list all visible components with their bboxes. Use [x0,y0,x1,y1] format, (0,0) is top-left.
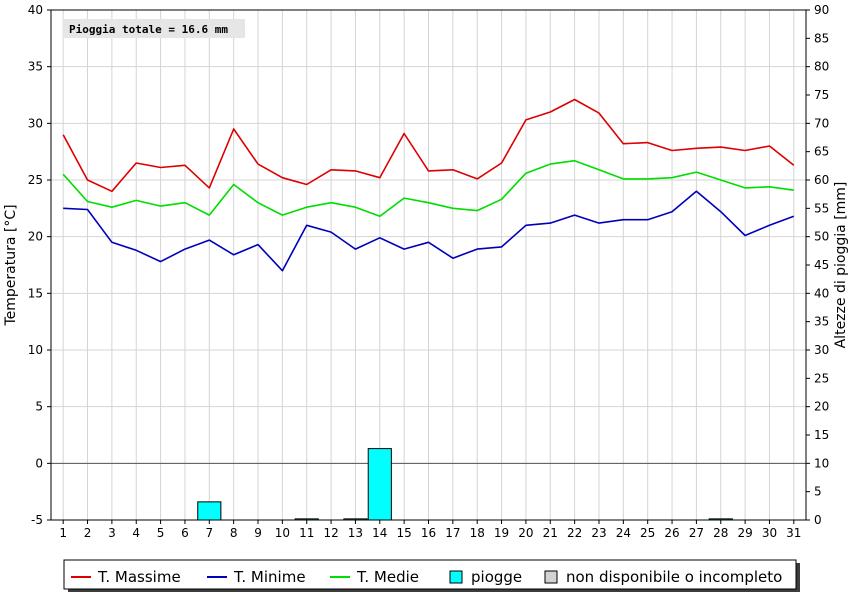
y-left-tick-label: 10 [28,343,43,357]
y-right-tick-label: 70 [814,116,829,130]
x-tick-label: 30 [762,526,777,540]
y-right-tick-label: 35 [814,315,829,329]
y-right-tick-label: 0 [814,513,822,527]
x-tick-label: 14 [372,526,387,540]
x-tick-label: 13 [348,526,363,540]
y-left-tick-label: 40 [28,3,43,17]
y-right-tick-label: 30 [814,343,829,357]
x-tick-label: 18 [470,526,485,540]
x-tick-label: 23 [591,526,606,540]
legend-box [63,559,797,590]
legend: T. Massime T. Minime T. Medie piogge non dis… [63,559,800,592]
rain-bar [197,501,222,521]
y-right-tick-label: 80 [814,60,829,74]
x-tick-label: 28 [713,526,728,540]
x-tick-label: 17 [445,526,460,540]
y-right-tick-label: 65 [814,145,829,159]
y-axis-right-title: Altezze di pioggia [mm] [833,182,849,349]
y-axis-left-title: Temperatura [°C] [3,204,19,326]
x-tick-label: 12 [323,526,338,540]
y-right-tick-label: 50 [814,230,829,244]
y-left-tick-label: 30 [28,116,43,130]
legend-label: piogge [471,568,522,586]
y-right-tick-label: 10 [814,456,829,470]
y-right-tick-label: 90 [814,3,829,17]
y-right-tick-label: 20 [814,400,829,414]
x-tick-label: 9 [254,526,262,540]
rain-bars [197,448,733,521]
x-tick-label: 5 [157,526,165,540]
x-tick-label: 29 [737,526,752,540]
y-left-tick-label: 25 [28,173,43,187]
y-right-tick-label: 40 [814,286,829,300]
y-right-tick-label: 75 [814,88,829,102]
rain-bar [367,448,392,521]
axes: -505101520253035400510152025303540455055… [28,3,830,540]
x-tick-label: 15 [397,526,412,540]
rain-total-note-box [63,19,245,38]
x-tick-label: 24 [616,526,631,540]
x-tick-label: 31 [786,526,801,540]
x-tick-label: 1 [59,526,67,540]
x-tick-label: 3 [108,526,116,540]
x-tick-label: 4 [132,526,140,540]
x-tick-label: 11 [299,526,314,540]
grid [51,9,806,521]
y-right-tick-label: 25 [814,371,829,385]
x-tick-label: 6 [181,526,189,540]
x-tick-label: 21 [543,526,558,540]
y-left-tick-label: 0 [35,456,43,470]
series-line-t-minime [63,190,795,272]
series-line-t-medie [62,159,794,218]
y-left-tick-label: 15 [28,286,43,300]
x-tick-label: 27 [689,526,704,540]
y-right-tick-label: 60 [814,173,829,187]
y-right-tick-label: 15 [814,428,829,442]
y-right-tick-label: 85 [814,31,829,45]
rain-total-note: Pioggia totale = 16.6 mm [63,19,245,38]
y-right-tick-label: 45 [814,258,829,272]
x-tick-label: 10 [275,526,290,540]
x-tick-label: 26 [664,526,679,540]
series-line-t-massime [62,98,795,193]
x-tick-label: 2 [84,526,92,540]
x-tick-label: 16 [421,526,436,540]
legend-box-symbol [449,570,463,584]
legend-label: T. Medie [356,568,419,586]
rain-total-note-text: Pioggia totale = 16.6 mm [69,23,228,36]
x-tick-label: 19 [494,526,509,540]
legend-label: non disponibile o incompleto [566,568,782,586]
y-left-tick-label: 5 [35,400,43,414]
y-right-tick-label: 55 [814,201,829,215]
y-right-tick-label: 5 [814,485,822,499]
temperature-lines [62,98,795,272]
y-left-tick-label: 35 [28,60,43,74]
y-left-tick-label: -5 [31,513,43,527]
x-tick-label: 8 [230,526,238,540]
x-tick-label: 20 [518,526,533,540]
legend-box-symbol [544,570,558,584]
legend-label: T. Massime [97,568,181,586]
x-tick-label: 22 [567,526,582,540]
x-tick-label: 7 [205,526,213,540]
x-tick-label: 25 [640,526,655,540]
legend-label: T. Minime [233,568,306,586]
y-left-tick-label: 20 [28,230,43,244]
